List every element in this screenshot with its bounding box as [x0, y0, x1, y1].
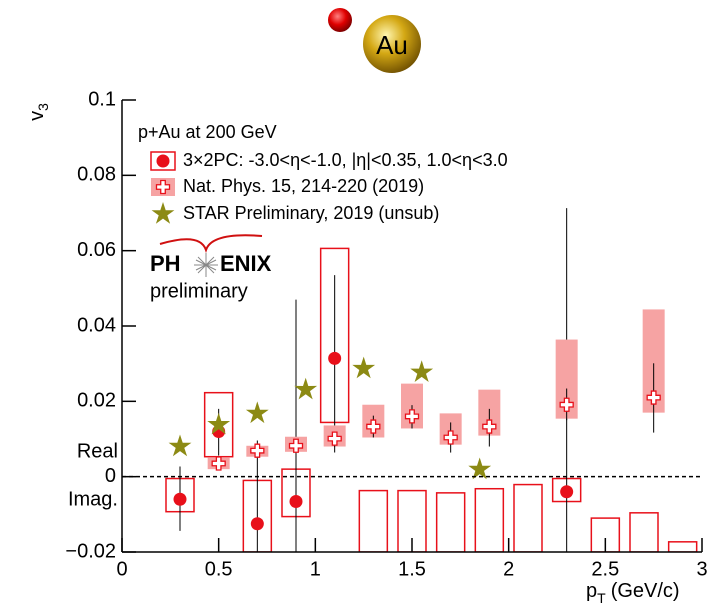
data-point: [560, 485, 574, 499]
legend-entry: Nat. Phys. 15, 214-220 (2019): [151, 176, 424, 196]
imag-label: Imag.: [68, 488, 118, 510]
legend-entry: STAR Preliminary, 2019 (unsub): [151, 202, 439, 224]
systematic-box: [474, 487, 505, 552]
logo-burst: [194, 253, 218, 277]
proton-ball: [328, 8, 352, 32]
x-tick-label: 0: [116, 558, 127, 580]
legend-label: Nat. Phys. 15, 214-220 (2019): [183, 176, 424, 196]
systematic-box: [667, 541, 698, 552]
data-point: [327, 431, 342, 446]
data-point: [468, 457, 492, 480]
legend-entry: 3×2PC: -3.0<η<-1.0, |η|<0.35, 1.0<η<3.0: [150, 150, 508, 171]
data-point: [211, 456, 226, 471]
data-point: [404, 409, 420, 424]
data-point: [168, 434, 192, 457]
x-label-sub: T: [597, 590, 606, 606]
systematic-box: [629, 512, 659, 552]
systematic-box: [555, 339, 578, 419]
x-tick-label: 2: [503, 558, 514, 580]
data-point: [482, 419, 497, 434]
y-axis-label: v3: [26, 103, 50, 121]
data-point: [410, 360, 434, 382]
logo-text: Au: [376, 30, 408, 60]
y-label-main: v: [26, 111, 48, 121]
data-point: [328, 351, 342, 365]
systematic-box: [513, 483, 543, 552]
legend-box: [150, 151, 176, 171]
data-point: [250, 517, 264, 531]
legend-marker: [151, 202, 175, 224]
y-tick-label: 0.1: [88, 88, 116, 110]
x-tick-label: 1: [310, 558, 321, 580]
data-point: [352, 356, 376, 379]
y-tick-label: 0: [105, 465, 116, 487]
data-point: [245, 401, 269, 424]
logo-right: ENIX: [220, 251, 272, 276]
data-point: [288, 438, 304, 453]
systematic-box: [642, 309, 665, 413]
au-logo: Au: [328, 8, 421, 73]
systematic-box: [358, 489, 389, 552]
y-tick-label: 0.04: [77, 314, 116, 336]
legend-title: p+Au at 200 GeV: [138, 122, 277, 142]
legend-marker: [155, 179, 171, 195]
data-point: [559, 397, 574, 412]
y-tick-label: 0.08: [77, 164, 116, 186]
data-point: [443, 430, 458, 445]
data-point: [173, 492, 187, 506]
systematic-box: [435, 492, 466, 552]
data-point: [294, 377, 318, 400]
legend-label: STAR Preliminary, 2019 (unsub): [183, 203, 439, 223]
x-label-unit: (GeV/c): [611, 580, 680, 602]
logo-arc: [159, 234, 263, 254]
gold-ball: [363, 15, 421, 73]
data-point: [207, 412, 231, 435]
data-point: [289, 495, 303, 509]
x-tick-label: 3: [696, 558, 707, 580]
x-tick-label: 0.5: [205, 558, 233, 580]
real-label: Real: [77, 440, 118, 462]
data-point: [646, 390, 661, 405]
x-tick-label: 2.5: [591, 558, 619, 580]
x-label-main: p: [586, 580, 597, 602]
x-tick-label: 1.5: [398, 558, 426, 580]
legend-marker: [156, 154, 170, 168]
y-tick-label: −0.02: [65, 540, 116, 562]
systematic-box: [397, 489, 427, 552]
y-tick-label: 0.02: [77, 390, 116, 412]
data-point: [366, 419, 381, 434]
experiment-logo: PH ENIX preliminary: [150, 234, 272, 302]
data-layer: [165, 208, 698, 552]
logo-left: PH: [150, 251, 181, 276]
legend-label: 3×2PC: -3.0<η<-1.0, |η|<0.35, 1.0<η<3.0: [183, 150, 508, 170]
y-tick-label: 0.06: [77, 239, 116, 261]
logo-status: preliminary: [150, 280, 248, 302]
data-point: [250, 443, 265, 458]
x-axis-label: pT (GeV/c): [586, 580, 680, 605]
y-label-sub: 3: [35, 103, 51, 111]
